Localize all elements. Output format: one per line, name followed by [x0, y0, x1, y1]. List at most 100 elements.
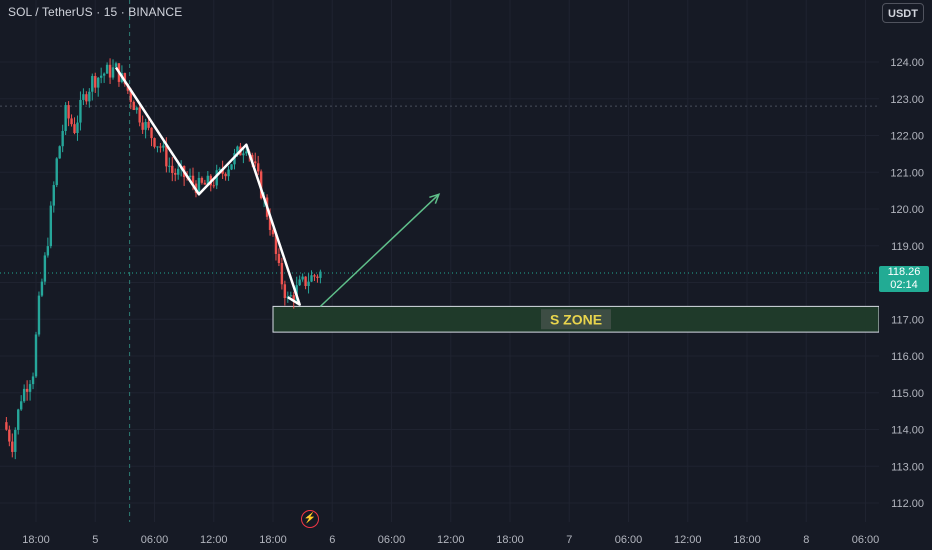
candle-body [22, 388, 26, 402]
price-tick-label: 122.00 [890, 131, 924, 143]
candle-body [123, 73, 127, 85]
candle-body [102, 73, 106, 76]
candle-body [251, 154, 254, 162]
candle-body [49, 205, 53, 247]
candle-body [150, 127, 153, 139]
price-tick-label: 115.00 [891, 388, 924, 400]
time-axis[interactable]: 18:00 5 06:00 12:00 18:00 6 06:00 12:00 18:00 7 06… [0, 522, 932, 550]
time-tick-label: 12:00 [674, 534, 702, 546]
candle-body [236, 146, 239, 154]
candle-body [301, 276, 304, 280]
candle-body [215, 170, 218, 186]
time-tick-label: 18:00 [496, 534, 524, 546]
candle-body [289, 295, 292, 297]
symbol-title: SOL / TetherUS · 15 · BINANCE [8, 5, 183, 19]
time-tick-label: 06:00 [141, 534, 169, 546]
candle-body [94, 76, 97, 88]
candle-body [277, 253, 281, 263]
candle-body [174, 173, 177, 175]
candle-body [171, 165, 174, 174]
candle-body [206, 175, 210, 185]
candle-body [304, 276, 307, 286]
candle-body [11, 441, 14, 452]
projection-arrow [319, 193, 440, 307]
price-tick-label: 116.00 [891, 351, 924, 363]
candle-body [79, 99, 82, 123]
candle-body [168, 165, 171, 167]
candle-body [43, 255, 47, 282]
time-tick-label: 12:00 [437, 534, 465, 546]
candle-body [242, 153, 245, 156]
candle-body [283, 284, 287, 298]
candle-body [40, 281, 44, 296]
candle-body [256, 163, 260, 172]
candle-body [91, 76, 94, 92]
price-tick-label: 123.00 [890, 94, 924, 106]
trend-path-drawing [114, 66, 301, 306]
candle-body [52, 185, 55, 206]
candle-body [8, 429, 11, 442]
candle-body [188, 175, 192, 178]
candle-body [19, 401, 23, 410]
candle-body [177, 168, 180, 175]
candle-body [108, 64, 112, 78]
candle-body [105, 64, 109, 74]
zone-label-bg [541, 309, 611, 330]
candle-body [197, 177, 201, 193]
candle-body [319, 271, 322, 278]
candle-body [203, 182, 207, 185]
last-price-badge: 118.26 02:14 [879, 266, 929, 292]
price-tick-label: 124.00 [890, 57, 924, 69]
zone-label: S ZONE [550, 311, 602, 327]
support-zone[interactable]: S ZONE [272, 305, 880, 333]
candle-body [58, 146, 61, 159]
candle-body [316, 276, 319, 278]
flash-icon[interactable]: ⚡ [301, 510, 319, 528]
time-tick-label: 7 [566, 534, 572, 546]
time-tick-label: 12:00 [200, 534, 228, 546]
candle-body [88, 91, 91, 102]
candles [5, 58, 322, 460]
candle-body [141, 122, 144, 130]
candle-body [55, 158, 58, 186]
candle-body [227, 169, 230, 177]
candle-body [111, 67, 115, 78]
last-price: 118.26 [887, 266, 921, 278]
candle-body [286, 296, 290, 298]
price-tick-label: 121.00 [890, 167, 924, 179]
time-tick-label: 6 [329, 534, 335, 546]
candle-body [218, 168, 221, 171]
projection-arrow-head [429, 193, 441, 204]
time-axis-bg [0, 522, 932, 550]
drawings[interactable] [114, 66, 441, 307]
candle-body [159, 146, 162, 148]
candle-body [310, 275, 313, 282]
candle-body [292, 295, 295, 301]
candle-body [147, 121, 150, 128]
candle-body [245, 151, 248, 154]
candle-body [67, 105, 70, 119]
candle-body [46, 246, 50, 256]
grid-lines [0, 0, 879, 522]
candle-body [5, 422, 8, 430]
candle-body [76, 122, 79, 133]
price-tick-label: 117.00 [891, 314, 924, 326]
candle-body [85, 94, 88, 102]
candle-body [34, 334, 38, 377]
candle-countdown: 02:14 [890, 279, 918, 291]
candle-body [61, 130, 64, 147]
candle-body [25, 388, 29, 392]
currency-button[interactable]: USDT [882, 3, 924, 23]
candle-body [73, 124, 76, 133]
price-tick-label: 114.00 [891, 425, 924, 437]
price-tick-label: 120.00 [890, 204, 924, 216]
price-tick-label: 112.00 [891, 498, 924, 510]
candle-body [28, 384, 32, 392]
candle-body [135, 107, 138, 111]
time-tick-label: 5 [92, 534, 98, 546]
candle-body [99, 75, 103, 78]
candle-body [132, 101, 135, 111]
candle-body [274, 234, 278, 254]
price-tick-label: 119.00 [891, 241, 924, 253]
